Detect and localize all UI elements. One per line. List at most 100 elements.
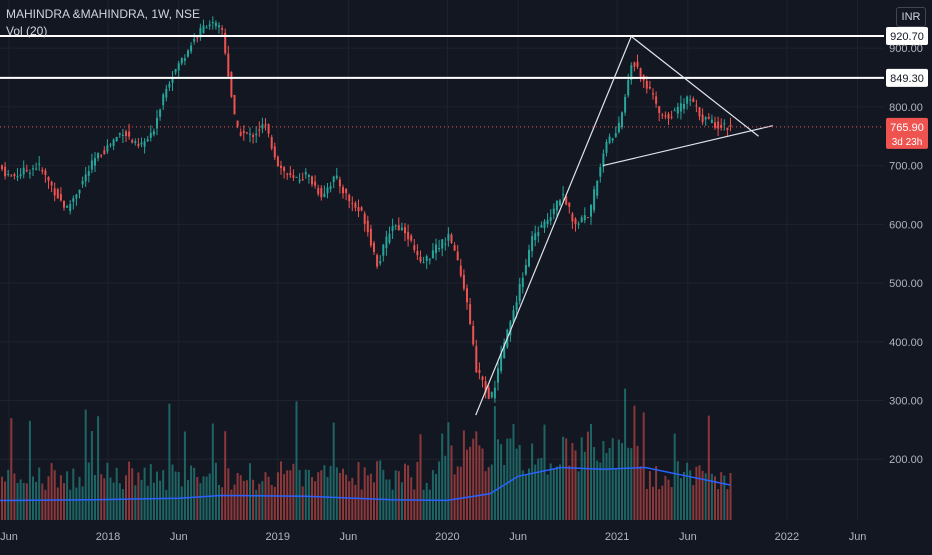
volume-bar	[202, 476, 205, 520]
volume-bar	[683, 471, 685, 520]
candle-body	[450, 234, 453, 243]
candle-body	[497, 368, 499, 383]
candle-body	[351, 202, 354, 204]
candle-body	[323, 193, 326, 197]
volume-bar	[565, 438, 568, 520]
candle-body	[152, 131, 155, 135]
candle-body	[658, 106, 661, 113]
candle-body	[531, 236, 534, 252]
candle-body	[617, 122, 620, 133]
candle-body	[521, 277, 524, 288]
volume-bar	[69, 489, 72, 520]
volume-bar	[320, 470, 323, 520]
candle-body	[109, 144, 112, 146]
candle-body	[242, 130, 245, 133]
volume-bar	[596, 460, 599, 520]
candle-body	[379, 261, 382, 264]
volume-bar	[354, 484, 357, 520]
candle-body	[314, 181, 317, 186]
volume-bar	[481, 448, 484, 520]
volume-bar	[571, 443, 574, 520]
volume-bar	[171, 464, 174, 520]
volume-bar	[459, 466, 462, 520]
candle-body	[481, 376, 484, 381]
candle-body	[283, 167, 286, 172]
volume-bar	[642, 412, 645, 520]
candle-body	[670, 116, 673, 118]
candle-body	[555, 200, 558, 211]
candle-body	[391, 226, 394, 232]
candle-body	[187, 50, 189, 57]
volume-bar	[13, 473, 16, 520]
volume-bar	[422, 489, 425, 520]
candle-body	[149, 132, 152, 138]
volume-bar	[66, 471, 69, 520]
candle-body	[211, 22, 214, 24]
candle-body	[47, 177, 50, 181]
volume-bar	[472, 438, 475, 520]
candle-body	[534, 233, 537, 241]
candle-body	[354, 203, 357, 208]
volume-bar	[249, 463, 251, 520]
candle-body	[56, 189, 59, 199]
symbol-title[interactable]: MAHINDRA &MAHINDRA, 1W, NSE	[6, 7, 201, 21]
volume-bar	[648, 471, 651, 520]
candle-body	[673, 110, 676, 112]
volume-indicator-label[interactable]: Vol (20)	[6, 24, 48, 38]
volume-bar	[397, 471, 400, 520]
volume-bar	[438, 461, 441, 520]
volume-bar	[332, 422, 335, 520]
x-axis-tick-label: Jun	[170, 531, 188, 543]
candle-body	[577, 223, 580, 225]
volume-bar	[413, 489, 416, 520]
volume-bar	[453, 474, 456, 520]
volume-bar	[273, 486, 276, 520]
volume-bar	[450, 445, 453, 520]
volume-bar	[704, 473, 707, 520]
candle-body	[407, 232, 410, 240]
level-price-tag	[886, 27, 928, 45]
candle-body	[115, 136, 118, 142]
candle-body	[676, 106, 679, 114]
trend-line[interactable]	[630, 35, 759, 137]
volume-bar	[506, 438, 509, 520]
trend-line[interactable]	[475, 36, 632, 416]
candle-body	[292, 175, 295, 178]
candle-body	[193, 38, 196, 42]
candle-body	[518, 284, 521, 302]
volume-bar	[586, 431, 589, 520]
volume-bar	[286, 470, 289, 520]
candle-body	[692, 98, 695, 103]
volume-bar	[568, 465, 571, 520]
candle-body	[59, 194, 62, 201]
volume-bar	[645, 488, 648, 520]
volume-bar	[348, 481, 351, 520]
y-axis-tick-label: 600.00	[889, 219, 923, 231]
candle-body	[118, 133, 121, 135]
candle-body	[202, 25, 205, 33]
volume-bar	[152, 482, 155, 520]
candle-body	[714, 122, 716, 128]
volume-bar	[301, 486, 304, 520]
trend-line[interactable]	[602, 125, 773, 167]
currency-badge[interactable]: INR	[896, 7, 926, 27]
candle-body	[162, 94, 165, 106]
volume-bar	[357, 462, 360, 520]
candle-body	[645, 80, 648, 89]
candle-body	[456, 251, 459, 261]
volume-bar	[196, 477, 199, 520]
volume-bar	[280, 461, 282, 520]
candle-body	[121, 134, 124, 137]
volume-bar	[515, 448, 518, 520]
volume-bar	[63, 483, 65, 520]
candle-body	[382, 244, 385, 256]
volume-bar	[239, 475, 242, 520]
volume-bar	[338, 472, 341, 520]
candle-body	[447, 233, 450, 241]
candle-body	[267, 124, 270, 134]
volume-bar	[236, 473, 239, 520]
volume-bar	[546, 474, 549, 520]
candle-body	[636, 61, 639, 67]
